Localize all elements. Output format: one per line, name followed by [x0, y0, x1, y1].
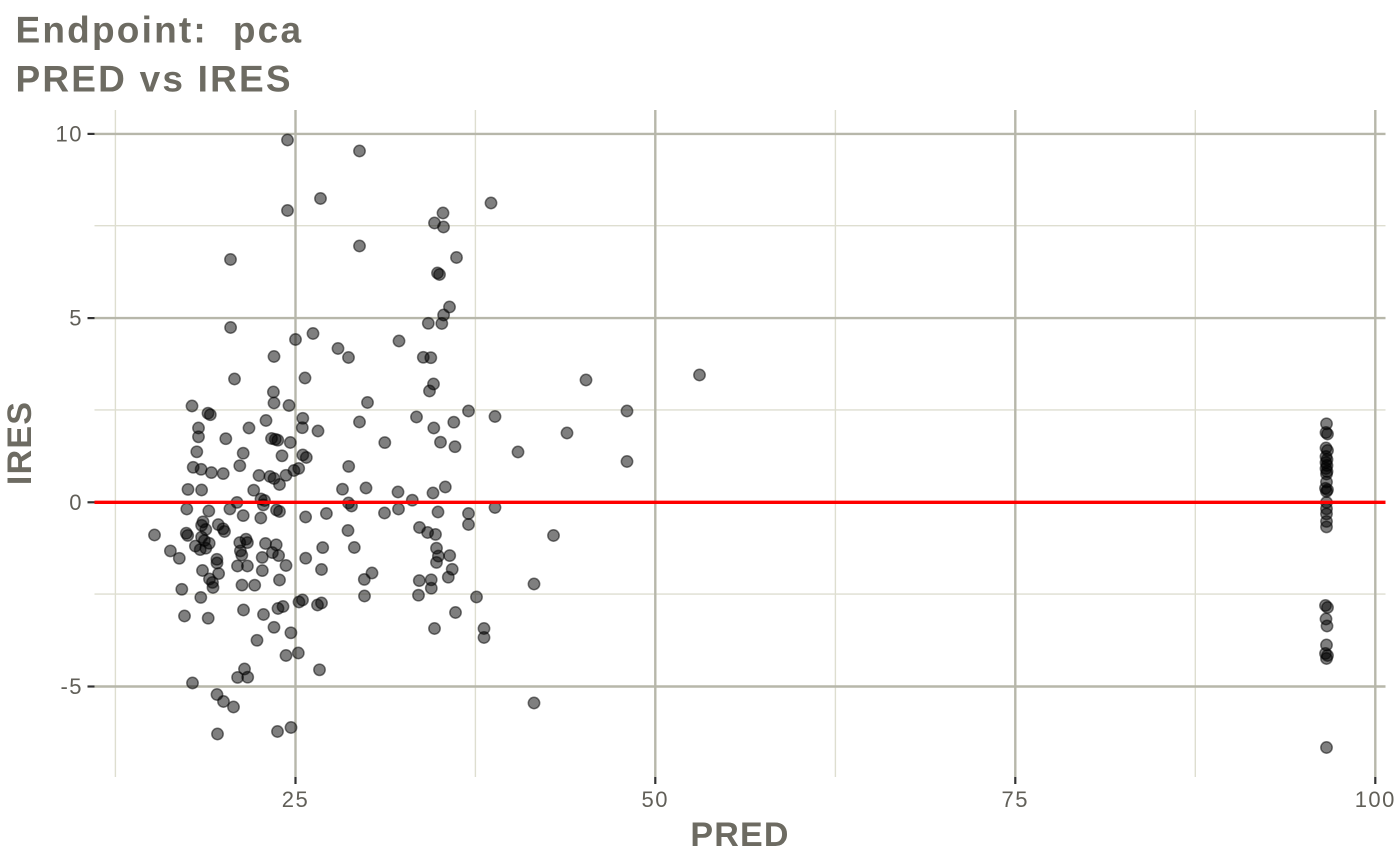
- svg-text:10: 10: [56, 121, 83, 146]
- svg-text:5: 5: [69, 306, 83, 331]
- svg-text:-5: -5: [60, 674, 83, 699]
- svg-text:50: 50: [642, 787, 669, 812]
- svg-text:PRED vs IRES: PRED vs IRES: [16, 59, 293, 100]
- svg-text:100: 100: [1355, 787, 1396, 812]
- svg-text:Endpoint: pca: Endpoint: pca: [16, 10, 304, 51]
- svg-text:0: 0: [69, 490, 83, 515]
- svg-text:PRED: PRED: [690, 816, 789, 854]
- svg-text:25: 25: [282, 787, 309, 812]
- svg-text:75: 75: [1002, 787, 1029, 812]
- svg-text:IRES: IRES: [1, 401, 39, 485]
